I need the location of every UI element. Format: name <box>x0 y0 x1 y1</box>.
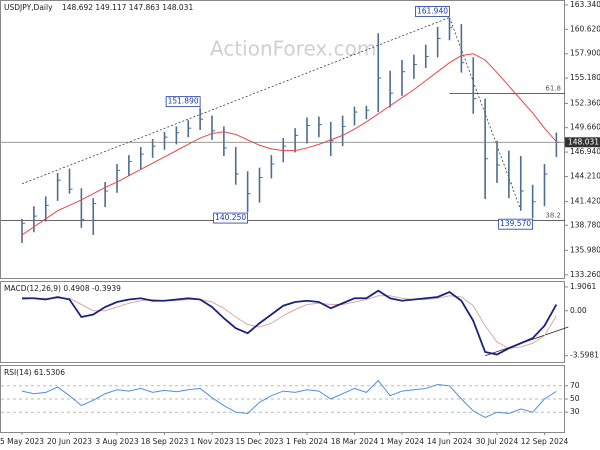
y-tick-label: 141.420 <box>570 197 600 206</box>
chart-title: USDJPY,Daily <box>4 3 53 12</box>
last-price-label: 148.031 <box>568 137 599 146</box>
y-tick-label: 155.180 <box>570 73 600 82</box>
x-tick-label: 30 Jul 2024 <box>476 437 519 446</box>
y-tick-label: 30 <box>570 407 580 416</box>
fib-label: 61.8 <box>545 85 561 93</box>
y-tick-label: 163.340 <box>570 0 600 9</box>
price-panel <box>0 0 565 279</box>
watermark: ActionForex.com <box>210 37 376 61</box>
indicator-line <box>22 289 558 356</box>
y-tick-label: 50 <box>570 394 580 403</box>
rsi-panel <box>0 365 565 433</box>
indicator-line <box>21 295 557 349</box>
annotation-box <box>165 96 201 108</box>
y-tick-label: 152.360 <box>570 98 600 107</box>
y-tick-label: 144.210 <box>570 172 600 181</box>
x-tick-label: 1 Feb 2024 <box>286 437 328 446</box>
x-tick-label: 18 Mar 2024 <box>331 437 379 446</box>
annotation-label: 139.570 <box>500 219 531 228</box>
x-tick-label: 12 Sep 2024 <box>521 437 569 446</box>
x-tick-label: 1 Nov 2023 <box>190 437 233 446</box>
y-tick-label: 138.780 <box>570 220 600 229</box>
annotation-box <box>213 212 249 224</box>
fib-label: 38.2 <box>545 212 561 220</box>
y-tick-label: 0.00 <box>570 306 587 315</box>
rsi-title: RSI(14) 61.5306 <box>4 368 65 377</box>
annotation-label: 140.250 <box>215 213 246 222</box>
last-price-box <box>565 137 600 148</box>
y-tick-label: -3.5981 <box>570 351 599 360</box>
macd-title: MACD(12,26,9) 0.4908 -0.3939 <box>4 284 121 293</box>
y-tick-label: 1.9061 <box>570 282 596 291</box>
y-tick-label: 70 <box>570 381 580 390</box>
annotation-box <box>498 218 534 230</box>
trend-line <box>21 17 450 185</box>
x-tick-label: 20 Jun 2023 <box>47 437 92 446</box>
x-tick-label: 3 Aug 2023 <box>95 437 138 446</box>
y-tick-label: 149.660 <box>570 123 600 132</box>
y-tick-label: 146.940 <box>570 147 600 156</box>
x-tick-label: 5 May 2023 <box>0 437 44 446</box>
annotation-label: 151.890 <box>168 97 199 106</box>
annotation-box <box>415 6 450 17</box>
x-tick-label: 14 Jun 2024 <box>427 437 472 446</box>
y-tick-label: 133.260 <box>570 270 600 279</box>
y-tick-label: 157.900 <box>570 49 600 58</box>
x-tick-label: 1 May 2024 <box>380 437 424 446</box>
macd-panel <box>0 281 565 363</box>
ohlc-header: 148.692 149.117 147.863 148.031 <box>62 3 193 12</box>
x-tick-label: 15 Dec 2023 <box>236 437 284 446</box>
y-tick-label: 135.980 <box>570 245 600 254</box>
annotation-label: 161.940 <box>417 7 448 16</box>
moving-average <box>21 53 557 236</box>
indicator-line <box>21 379 557 419</box>
y-tick-label: 160.620 <box>570 24 600 33</box>
x-tick-label: 18 Sep 2023 <box>141 437 189 446</box>
